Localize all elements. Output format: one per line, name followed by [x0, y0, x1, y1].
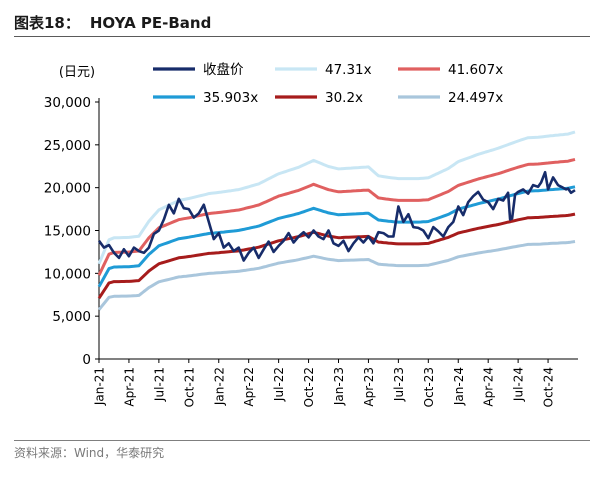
x-tick-label: Oct-24 — [542, 367, 556, 407]
legend-label: 24.497x — [448, 90, 503, 106]
legend-label: 41.607x — [448, 62, 503, 78]
band-line-30-2x — [97, 212, 576, 300]
x-tick-label: Apr-21 — [122, 367, 136, 407]
x-tick-label: Apr-23 — [362, 367, 376, 407]
x-tick-label: Jul-24 — [512, 367, 526, 402]
x-tick-label: Jul-22 — [272, 367, 286, 402]
x-tick-label: Apr-22 — [242, 367, 256, 407]
y-tick-label: 20,000 — [44, 181, 91, 197]
title-divider — [14, 36, 590, 37]
y-tick-label: 0 — [82, 352, 91, 368]
x-tick-label: Apr-24 — [482, 367, 496, 407]
band-line-35-903x — [97, 185, 576, 288]
x-tick-label: Oct-23 — [422, 367, 436, 407]
price-line — [97, 170, 576, 262]
y-tick-label: 30,000 — [44, 95, 91, 111]
y-tick-label: 5,000 — [52, 309, 91, 325]
figure-label: 图表18： — [14, 14, 80, 32]
source-note: 资料来源：Wind，华泰研究 — [14, 446, 165, 460]
x-tick-label: Oct-22 — [302, 367, 316, 407]
figure-title: 图表18： HOYA PE-Band — [14, 12, 211, 33]
y-tick-label: 25,000 — [44, 138, 91, 154]
y-tick-label: 10,000 — [44, 266, 91, 282]
y-axis-unit: (日元) — [59, 65, 95, 80]
figure-name: HOYA PE-Band — [89, 14, 212, 32]
x-tick-label: Jul-21 — [152, 367, 166, 402]
y-tick-label: 15,000 — [44, 224, 91, 240]
legend-label: 30.2x — [325, 90, 363, 106]
x-tick-label: Jan-24 — [452, 367, 466, 406]
legend: 收盘价 47.31x 41.607x 35.903x 30.2x 24.497x — [153, 61, 503, 106]
x-tick-label: Jan-23 — [332, 367, 346, 406]
x-tick-label: Jan-22 — [212, 367, 226, 406]
source-divider — [14, 440, 590, 441]
axes-layer: (日元) 0 5,000 10,000 15,000 20,000 25,000 30,000… — [44, 65, 578, 407]
band-line-24-497x — [97, 240, 576, 311]
legend-label: 35.903x — [203, 90, 258, 106]
band-line-41-607x — [97, 157, 576, 276]
x-tick-label: Oct-21 — [182, 367, 196, 407]
x-tick-label: Jul-23 — [392, 367, 406, 402]
series-layer — [97, 130, 576, 311]
x-tick-label: Jan-21 — [93, 367, 107, 406]
legend-label: 47.31x — [325, 62, 372, 78]
legend-label: 收盘价 — [203, 61, 244, 78]
